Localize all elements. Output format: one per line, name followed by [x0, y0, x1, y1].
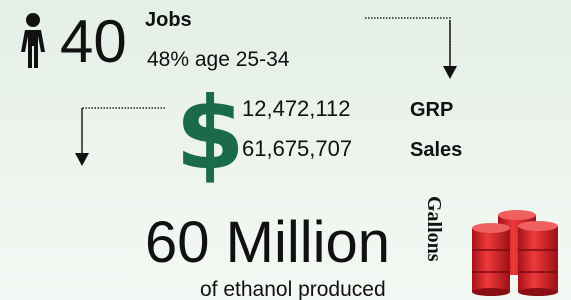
sales-value: 61,675,707 [242, 136, 352, 161]
jobs-count: 40 [60, 8, 127, 75]
grp-value: 12,472,112 [242, 96, 350, 121]
jobs-label: Jobs [145, 9, 192, 31]
ethanol-unit: Gallons [423, 196, 445, 262]
infographic: 40 Jobs 48% age 25-34 $ 12,472,112 GRP 6… [0, 0, 571, 300]
dollar-icon: $ [175, 75, 245, 192]
sales-label: Sales [410, 139, 462, 161]
ethanol-detail: of ethanol produced [200, 278, 386, 300]
jobs-detail: 48% age 25-34 [147, 48, 290, 71]
ethanol-amount: 60 Million [145, 210, 390, 275]
page: 40 Jobs 48% age 25-34 $ 12,472,112 GRP 6… [0, 0, 571, 300]
grp-label: GRP [410, 99, 453, 121]
